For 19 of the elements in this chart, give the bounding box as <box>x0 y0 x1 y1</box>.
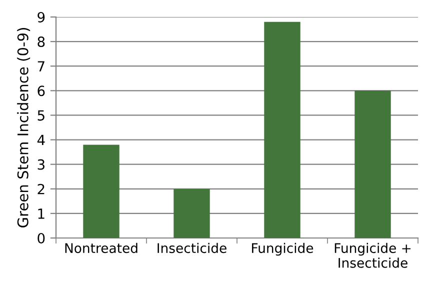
y-tick-label: 6 <box>38 86 45 96</box>
x-tick-label: Fungicide <box>252 242 314 256</box>
y-tick-label: 2 <box>38 184 44 194</box>
bar <box>354 90 391 238</box>
x-tick-label: Insecticide <box>158 242 226 254</box>
y-tick-label: 0 <box>38 232 45 244</box>
y-tick-label: 8 <box>38 36 45 48</box>
x-tick-label: Nontreated <box>65 242 138 254</box>
bar <box>264 22 300 238</box>
y-tick-label: 9 <box>38 12 45 22</box>
y-tick-label: 1 <box>38 208 44 219</box>
y-tick-label: 5 <box>38 110 44 121</box>
y-tick-label: 7 <box>38 61 44 72</box>
y-tick-label: 4 <box>37 134 45 146</box>
y-axis-title: Green Stem Incidence (0-9) <box>17 28 30 228</box>
bar <box>83 144 120 238</box>
y-tick-label: 3 <box>38 159 44 170</box>
bar <box>174 188 210 238</box>
x-tick-label: Fungicide + Insecticide <box>334 242 410 268</box>
